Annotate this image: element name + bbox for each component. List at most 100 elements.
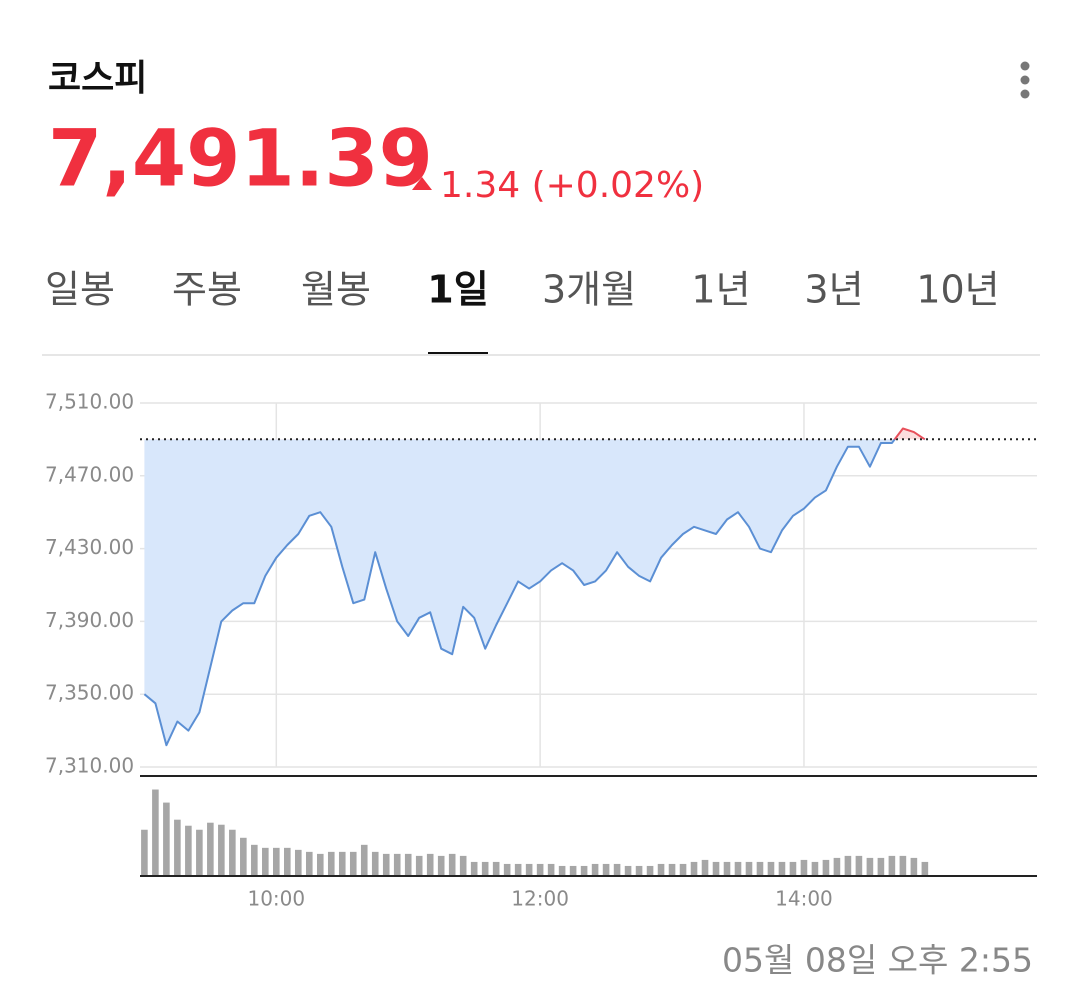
timestamp: 05월 08일 오후 2:55: [722, 941, 1033, 980]
y-tick-label: 7,510.00: [45, 390, 134, 414]
y-tick-label: 7,390.00: [45, 608, 134, 632]
price: 7,491.39: [48, 114, 433, 204]
volume-bar: [371, 851, 379, 876]
tab[interactable]: 3년: [804, 268, 863, 312]
volume-bar: [833, 857, 841, 876]
volume-bar: [240, 837, 247, 876]
tab[interactable]: 1년: [691, 268, 750, 312]
volume-bar: [492, 861, 500, 876]
volume-bar: [877, 857, 885, 876]
volume-bar: [481, 861, 489, 876]
volume-bar: [558, 865, 566, 876]
volume-bar: [789, 861, 797, 876]
index-title: 코스피: [48, 58, 147, 99]
volume-bar: [360, 844, 368, 876]
volume-bar: [185, 825, 192, 876]
volume-bar: [262, 847, 269, 876]
volume-bar: [855, 855, 863, 876]
volume-bar: [327, 851, 335, 876]
x-tick-label: 12:00: [511, 887, 569, 911]
volume-bar: [141, 829, 148, 876]
tab[interactable]: 일봉: [45, 268, 115, 312]
y-tick-label: 7,430.00: [45, 535, 134, 559]
up-arrow: [412, 177, 432, 190]
y-tick-label: 7,470.00: [45, 462, 134, 486]
volume-bar: [866, 857, 874, 876]
tab[interactable]: 월봉: [301, 268, 371, 312]
volume-bar: [514, 863, 522, 876]
tab[interactable]: 10년: [916, 268, 999, 312]
volume-bar: [778, 861, 786, 876]
volume-bar: [745, 861, 753, 876]
volume-bar: [624, 865, 632, 876]
volume-bar: [426, 853, 434, 876]
x-tick-label: 10:00: [247, 887, 305, 911]
volume-bar: [207, 822, 214, 876]
volume-bar: [218, 824, 225, 876]
volume-bar: [811, 861, 819, 876]
volume-bar: [459, 855, 467, 876]
volume-bar: [712, 861, 720, 876]
volume-bar: [294, 849, 302, 876]
volume-bar: [273, 847, 280, 876]
volume-bar: [229, 829, 236, 876]
tab[interactable]: 1일: [427, 268, 488, 312]
x-tick-label: 14:00: [775, 887, 833, 911]
volume-bar: [580, 865, 588, 876]
volume-bar: [196, 829, 203, 876]
volume-bar: [536, 863, 544, 876]
volume-bar: [668, 863, 676, 876]
volume-bar: [723, 861, 731, 876]
volume-bar: [646, 865, 654, 876]
volume-bar: [152, 789, 159, 876]
volume-bar: [284, 847, 291, 876]
volume-bar: [613, 863, 621, 876]
volume-bar: [393, 853, 401, 876]
volume-bar: [888, 855, 896, 876]
volume-bar: [338, 851, 346, 876]
price-area: [144, 428, 925, 746]
volume-bar: [448, 853, 456, 876]
volume-bar: [690, 861, 698, 876]
volume-bar: [767, 861, 775, 876]
price-line: [143, 427, 926, 747]
volume-bar: [910, 857, 918, 876]
volume-bar: [921, 861, 929, 876]
volume-bar: [701, 859, 709, 876]
volume-bar: [657, 863, 665, 876]
volume-bar: [437, 855, 445, 876]
volume-bar: [382, 853, 390, 876]
more-menu[interactable]: [1020, 61, 1030, 99]
volume-bar: [525, 863, 533, 876]
volume-bar: [756, 861, 764, 876]
volume-bar: [602, 863, 610, 876]
volume-bar: [899, 855, 907, 876]
volume-bar: [844, 855, 852, 876]
tab-underline: [428, 352, 488, 355]
volume-bar: [800, 859, 808, 876]
tab[interactable]: 3개월: [542, 268, 636, 312]
y-tick-label: 7,310.00: [45, 754, 134, 778]
volume-bar: [503, 863, 511, 876]
volume-bar: [569, 865, 577, 876]
volume-bar: [734, 861, 742, 876]
y-tick-label: 7,350.00: [45, 681, 134, 705]
volume-bar: [163, 802, 170, 876]
volume-bar: [174, 819, 181, 876]
volume-bar: [404, 853, 412, 876]
volume-bar: [251, 844, 258, 876]
volume-bar: [679, 863, 687, 876]
tab[interactable]: 주봉: [172, 268, 242, 312]
volume-bar: [415, 855, 423, 876]
volume-bar: [591, 863, 599, 876]
volume-bar: [470, 861, 478, 876]
volume-bar: [349, 851, 357, 876]
volume-bar: [822, 859, 830, 876]
volume-bar: [547, 863, 555, 876]
change: 1.34 (+0.02%): [440, 165, 704, 206]
volume-bar: [316, 853, 324, 876]
volume-bar: [635, 865, 643, 876]
volume-bar: [305, 851, 313, 876]
